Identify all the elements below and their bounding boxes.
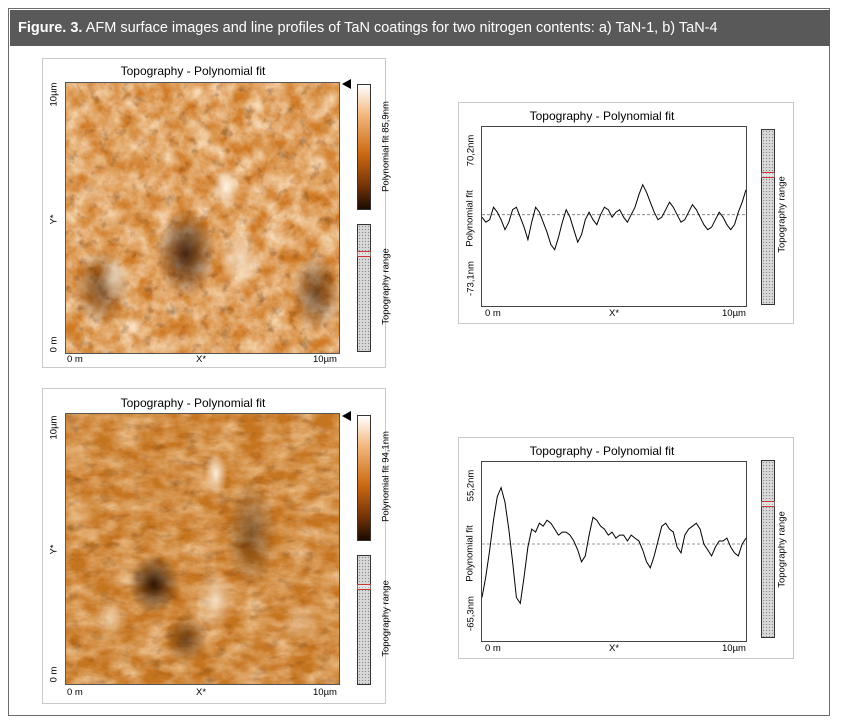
profile-range-marker-a <box>761 172 775 178</box>
image-y-bottom-label-b: 0 m <box>48 666 60 683</box>
image-y-top-label-b: 10µm <box>48 415 60 440</box>
colorbar-label-b: Polynomial fit 94,1nm <box>380 431 392 522</box>
profile-plot-a <box>481 126 747 307</box>
profile-series-line-b <box>481 486 747 605</box>
profile-x-left-label-a: 0 m <box>485 308 501 319</box>
range-marker-b <box>357 584 371 590</box>
image-x-mid-label-a: X* <box>196 354 207 365</box>
profile-y-top-label-a: 70,2nm <box>465 134 477 167</box>
profile-plot-b <box>481 461 747 642</box>
line-profile-panel-a: Topography - Polynomial fit 70,2nm Polyn… <box>458 102 794 324</box>
colorbar-label-a: Polynomial fit 85,9nm <box>380 101 392 192</box>
afm-image-panel-a: Topography - Polynomial fit <box>42 58 392 368</box>
profile-x-left-label-b: 0 m <box>485 643 501 654</box>
profile-series-line-a <box>481 183 747 251</box>
range-label-b: Topography range <box>380 580 392 657</box>
profile-y-bottom-label-a: -73,1nm <box>465 261 477 296</box>
profile-title-a: Topography - Polynomial fit <box>529 109 675 123</box>
afm-surface-a <box>66 83 339 353</box>
profile-range-label-b: Topography range <box>776 511 788 588</box>
image-x-mid-label-b: X* <box>196 687 207 698</box>
topography-range-bar-a <box>357 224 371 352</box>
height-colorbar-a <box>357 84 371 210</box>
image-x-right-label-b: 10µm <box>313 687 337 698</box>
image-x-left-label-b: 0 m <box>67 687 83 698</box>
colorbar-pointer-icon-a <box>342 79 351 89</box>
range-label-a: Topography range <box>380 248 392 325</box>
image-y-top-label-a: 10µm <box>48 82 60 107</box>
caption-text: AFM surface images and line profiles of … <box>82 20 718 36</box>
profile-x-right-label-b: 10µm <box>722 643 746 654</box>
afm-image-title-b: Topography - Polynomial fit <box>120 396 266 410</box>
profile-range-bar-b <box>761 460 775 638</box>
profile-y-bottom-label-b: -65,3nm <box>465 596 477 631</box>
profile-range-bar-a <box>761 129 775 305</box>
afm-image-panel-b: Topography - Polynomial fit <box>42 388 392 704</box>
profile-ylabel-b: Polynomial fit <box>464 525 476 582</box>
profile-x-mid-label-a: X* <box>609 308 620 319</box>
profile-range-label-a: Topography range <box>776 176 788 253</box>
profile-chart-a <box>481 183 747 251</box>
topography-range-bar-b <box>357 555 371 685</box>
afm-surface-b <box>66 414 339 684</box>
afm-image-title-a: Topography - Polynomial fit <box>120 64 266 78</box>
range-marker-a <box>357 251 371 257</box>
colorbar-pointer-icon-b <box>342 411 351 421</box>
caption-label: Figure. 3. <box>18 20 83 36</box>
profile-x-right-label-a: 10µm <box>722 308 746 319</box>
figure-caption: Figure. 3. AFM surface images and line p… <box>10 10 830 46</box>
height-colorbar-b <box>357 415 371 541</box>
image-y-mid-label-a: Y* <box>48 214 60 225</box>
profile-x-mid-label-b: X* <box>609 643 620 654</box>
profile-range-marker-b <box>761 501 775 507</box>
image-y-bottom-label-a: 0 m <box>48 336 60 353</box>
afm-image-a <box>65 82 340 354</box>
profile-ylabel-a: Polynomial fit <box>464 190 476 247</box>
profile-title-b: Topography - Polynomial fit <box>529 444 675 458</box>
image-x-right-label-a: 10µm <box>313 354 337 365</box>
profile-chart-b <box>481 486 747 605</box>
afm-image-b <box>65 413 340 685</box>
line-profile-panel-b: Topography - Polynomial fit 55,2nm Polyn… <box>458 437 794 659</box>
image-x-left-label-a: 0 m <box>67 354 83 365</box>
image-y-mid-label-b: Y* <box>48 544 60 555</box>
profile-y-top-label-b: 55,2nm <box>465 469 477 502</box>
